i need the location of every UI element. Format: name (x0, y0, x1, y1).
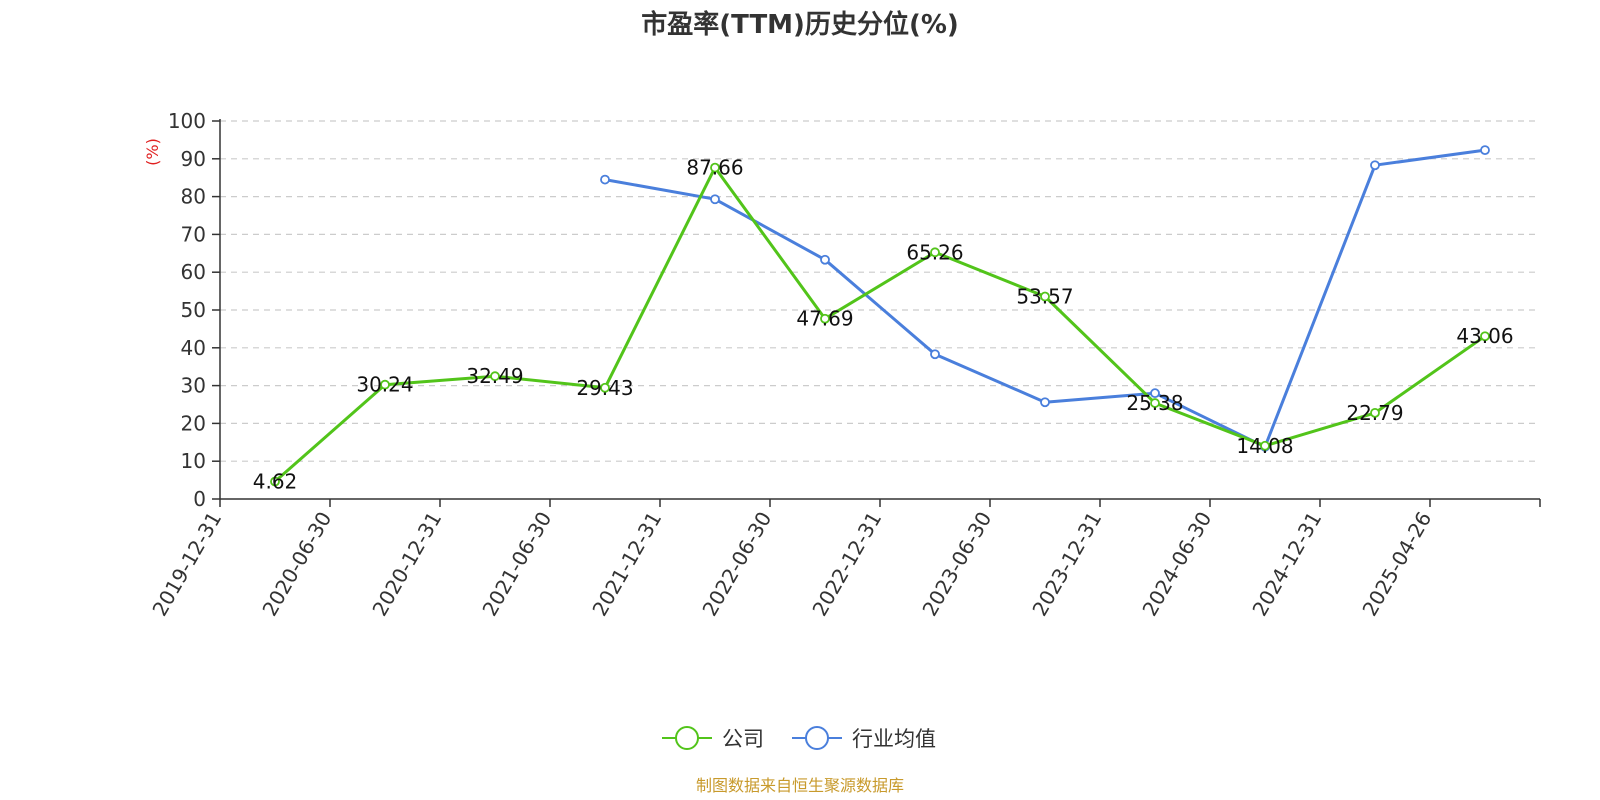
x-tick-label: 2020-12-31 (367, 508, 446, 621)
data-label: 47.69 (796, 307, 853, 331)
y-tick-label: 0 (193, 487, 206, 511)
data-label: 87.66 (686, 156, 743, 180)
x-tick-label: 2022-06-30 (697, 508, 776, 621)
legend[interactable]: 公司 行业均值 (662, 726, 936, 751)
data-point[interactable] (930, 349, 940, 360)
source-note: 制图数据来自恒生聚源数据库 (695, 776, 904, 795)
data-label: 43.06 (1456, 324, 1513, 348)
x-tick-label: 2025-04-26 (1357, 508, 1436, 621)
y-tick-label: 40 (181, 336, 206, 360)
data-point[interactable] (1370, 407, 1380, 418)
chart-title: 市盈率(TTM)历史分位(%) (641, 10, 959, 40)
data-point[interactable] (380, 379, 390, 390)
data-point[interactable] (930, 247, 940, 258)
x-tick-label: 2023-06-30 (917, 508, 996, 621)
x-tick-label: 2022-12-31 (807, 508, 886, 621)
series-0 (270, 162, 1490, 487)
data-point[interactable] (1480, 331, 1490, 342)
data-label: 65.26 (906, 240, 963, 264)
legend-item-0[interactable]: 公司 (662, 726, 764, 751)
data-point[interactable] (1480, 145, 1490, 156)
x-tick-label: 2023-12-31 (1027, 508, 1106, 621)
x-tick-label: 2019-12-31 (147, 508, 226, 621)
data-label: 22.79 (1346, 401, 1403, 425)
x-tick-label: 2021-06-30 (477, 508, 556, 621)
data-label: 25.38 (1126, 391, 1183, 415)
x-tick-label: 2024-06-30 (1137, 508, 1216, 621)
data-point[interactable] (1370, 160, 1380, 171)
data-point[interactable] (1040, 291, 1050, 302)
data-point[interactable] (710, 162, 720, 173)
x-tick-label: 2020-06-30 (257, 508, 336, 621)
data-label: 30.24 (356, 373, 413, 397)
data-point[interactable] (1040, 397, 1050, 408)
grid-lines (220, 120, 1540, 462)
data-point[interactable] (710, 194, 720, 205)
data-label: 53.57 (1016, 285, 1073, 309)
data-label: 14.08 (1236, 434, 1293, 458)
data-point[interactable] (270, 476, 280, 487)
y-tick-label: 50 (181, 298, 206, 322)
data-label: 4.62 (253, 470, 298, 494)
y-tick-label: 80 (181, 185, 206, 209)
y-tick-label: 70 (181, 222, 206, 246)
x-tick-label: 2024-12-31 (1247, 508, 1326, 621)
legend-marker (675, 726, 699, 750)
x-tick-label: 2021-12-31 (587, 508, 666, 621)
series (270, 145, 1490, 487)
series-line (274, 166, 1486, 483)
data-point[interactable] (600, 382, 610, 393)
data-point[interactable] (1260, 440, 1270, 451)
y-tick-label: 100 (168, 109, 206, 133)
y-tick-label: 60 (181, 260, 206, 284)
y-tick-label: 90 (181, 147, 206, 171)
y-tick-label: 10 (181, 449, 206, 473)
legend-label: 公司 (722, 727, 764, 751)
legend-label: 行业均值 (852, 727, 936, 751)
data-point[interactable] (820, 313, 830, 324)
data-label: 29.43 (576, 376, 633, 400)
y-axis-label: (%) (143, 138, 162, 166)
data-point[interactable] (600, 174, 610, 185)
data-point[interactable] (490, 371, 500, 382)
legend-item-1[interactable]: 行业均值 (792, 726, 936, 751)
axes: 0 10 20 30 40 50 60 70 80 90 100 2019-12-31 2020-06-… (147, 109, 1541, 621)
data-point[interactable] (1150, 398, 1160, 408)
y-tick-label: 20 (181, 411, 206, 435)
legend-marker (805, 726, 829, 750)
y-tick-label: 30 (181, 374, 206, 398)
data-label: 32.49 (466, 364, 523, 388)
data-point[interactable] (820, 254, 830, 265)
data-point[interactable] (1150, 388, 1160, 399)
data-labels: 4.62 30.24 32.49 29.43 87.66 47.69 65.26 53.57 2… (253, 156, 1514, 494)
